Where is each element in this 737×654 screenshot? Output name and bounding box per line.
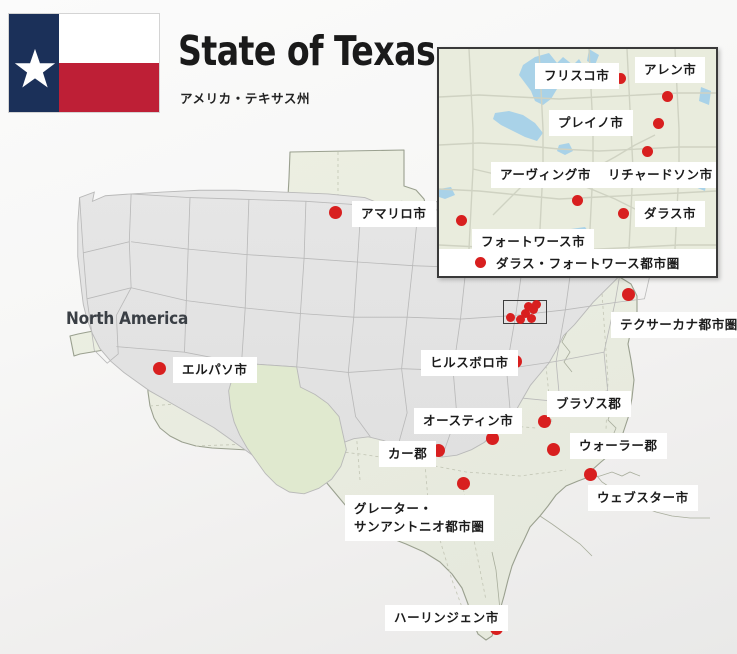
lone-star-icon [14, 48, 56, 88]
dfw-inset-map[interactable]: ダラス・フォートワース都市圏 フリスコ市 アレン市プレイノ市リチャードソン市 アーヴ… [437, 47, 718, 278]
cluster-marker [505, 312, 515, 322]
map-marker[interactable] [621, 287, 635, 301]
map-marker[interactable] [583, 467, 597, 481]
map-label: オースティン市 [414, 408, 523, 434]
map-label: ハーリンジェン市 [385, 605, 508, 631]
map-label: カー郡 [379, 441, 437, 467]
inset-marker[interactable] [617, 207, 629, 219]
map-marker[interactable] [328, 205, 342, 219]
cluster-marker [520, 308, 530, 318]
inset-marker[interactable] [571, 194, 583, 206]
page-subtitle: アメリカ・テキサス州 [180, 92, 311, 106]
inset-label: アレン市 [635, 57, 706, 83]
map-marker[interactable] [456, 476, 470, 490]
map-label: アマリロ市 [352, 201, 436, 227]
map-label: ヒルスボロ市 [421, 350, 518, 376]
page-title: State of Texas [178, 27, 436, 75]
inset-marker[interactable] [641, 145, 653, 157]
inset-label: アーヴィング市 [491, 162, 600, 188]
inset-label: プレイノ市 [549, 110, 633, 136]
cluster-marker [526, 313, 536, 323]
map-marker[interactable] [537, 414, 551, 428]
map-label: エルパソ市 [173, 357, 257, 383]
map-label: テクサーカナ都市圏 [611, 312, 737, 338]
cluster-marker [528, 304, 538, 314]
inset-label: ダラス市 [635, 201, 706, 227]
flag-white-stripe [59, 14, 159, 63]
cluster-marker [523, 301, 533, 311]
north-america-label: North America [66, 309, 189, 329]
texas-highlight [228, 362, 347, 495]
texas-flag [8, 13, 160, 113]
legend-marker-icon [475, 257, 487, 268]
cluster-marker [531, 299, 541, 309]
map-marker[interactable] [546, 442, 560, 456]
map-label: グレーター・ サンアントニオ都市圏 [345, 495, 494, 541]
legend-label: ダラス・フォートワース都市圏 [496, 257, 680, 271]
inset-marker[interactable] [614, 72, 626, 84]
cluster-marker [515, 314, 525, 324]
map-label: ブラゾス郡 [547, 391, 631, 417]
inset-label: フォートワース市 [472, 229, 595, 255]
flag-red-stripe [59, 63, 159, 112]
inset-marker[interactable] [661, 90, 673, 102]
map-label: ウォーラー郡 [570, 433, 667, 459]
inset-label: フリスコ市 [535, 63, 619, 89]
inset-label: リチャードソン市 [599, 162, 716, 188]
map-label: ウェブスター市 [588, 485, 698, 511]
inset-marker[interactable] [652, 117, 664, 129]
map-marker[interactable] [485, 431, 499, 445]
map-marker[interactable] [152, 361, 166, 375]
dfw-focus-box [503, 300, 547, 324]
inset-marker[interactable] [455, 214, 467, 226]
